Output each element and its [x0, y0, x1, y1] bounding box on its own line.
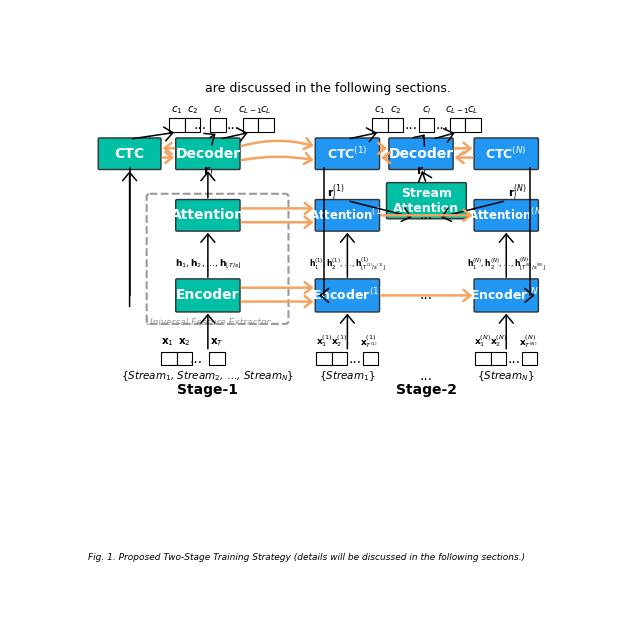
FancyBboxPatch shape: [332, 351, 348, 365]
Text: Attention$^{(1)}$: Attention$^{(1)}$: [310, 208, 385, 223]
FancyBboxPatch shape: [474, 199, 538, 231]
Text: ...: ...: [435, 118, 449, 132]
FancyBboxPatch shape: [161, 351, 177, 365]
Text: $c_l$: $c_l$: [213, 104, 223, 116]
Text: ...: ...: [420, 369, 433, 383]
Text: $\mathbf{x}_1^{(N)}$: $\mathbf{x}_1^{(N)}$: [474, 334, 492, 349]
Text: $c_2$: $c_2$: [187, 104, 198, 116]
Text: $\mathbf{x}_T$: $\mathbf{x}_T$: [211, 335, 224, 348]
Text: $\mathbf{r}_l^{(N)}$: $\mathbf{r}_l^{(N)}$: [508, 182, 527, 203]
Text: $\mathbf{x}_2^{(1)}$: $\mathbf{x}_2^{(1)}$: [332, 334, 348, 349]
FancyBboxPatch shape: [209, 351, 225, 365]
Text: $c_2$: $c_2$: [390, 104, 401, 116]
FancyBboxPatch shape: [176, 138, 240, 170]
Text: $c_l$: $c_l$: [422, 104, 431, 116]
FancyBboxPatch shape: [465, 118, 481, 132]
FancyBboxPatch shape: [316, 351, 332, 365]
FancyBboxPatch shape: [176, 279, 240, 312]
Text: $\mathbf{x}_{T^{(N)}}^{(N)}$: $\mathbf{x}_{T^{(N)}}^{(N)}$: [518, 334, 537, 350]
FancyBboxPatch shape: [316, 199, 380, 231]
Text: $\mathbf{x}_2$: $\mathbf{x}_2$: [179, 335, 191, 348]
Text: CTC$^{(1)}$: CTC$^{(1)}$: [327, 146, 368, 161]
FancyBboxPatch shape: [259, 118, 274, 132]
FancyBboxPatch shape: [210, 118, 226, 132]
FancyBboxPatch shape: [476, 351, 491, 365]
FancyBboxPatch shape: [491, 351, 506, 365]
Text: ...: ...: [349, 351, 362, 365]
Text: ...: ...: [189, 351, 203, 365]
FancyBboxPatch shape: [316, 138, 380, 170]
Text: $c_L$: $c_L$: [467, 104, 479, 116]
Text: $c_1$: $c_1$: [171, 104, 182, 116]
Text: $\{$Stream$_1$, Stream$_2$, $\ldots$, Stream$_N\}$: $\{$Stream$_1$, Stream$_2$, $\ldots$, St…: [121, 369, 294, 383]
Text: $\mathbf{r}_l^{(1)}$: $\mathbf{r}_l^{(1)}$: [327, 182, 345, 203]
Text: $\mathbf{x}_2^{(N)}$: $\mathbf{x}_2^{(N)}$: [490, 334, 507, 349]
FancyBboxPatch shape: [316, 279, 380, 312]
Text: ...: ...: [227, 118, 240, 132]
Text: $\mathbf{x}_{T^{(1)}}^{(1)}$: $\mathbf{x}_{T^{(1)}}^{(1)}$: [360, 334, 378, 350]
FancyBboxPatch shape: [522, 351, 537, 365]
FancyBboxPatch shape: [169, 118, 184, 132]
FancyBboxPatch shape: [363, 351, 378, 365]
Text: $\mathbf{h}_1^{(N)},\mathbf{h}_2^{(N)},\ldots,\mathbf{h}_{\lfloor T^{(N)}/s^{(N): $\mathbf{h}_1^{(N)},\mathbf{h}_2^{(N)},\…: [467, 256, 546, 273]
Text: $c_1$: $c_1$: [374, 104, 386, 116]
Text: CTC: CTC: [115, 147, 145, 161]
Text: Stream
Attention: Stream Attention: [394, 187, 460, 215]
FancyBboxPatch shape: [389, 138, 453, 170]
Text: $\{$Stream$_1\}$: $\{$Stream$_1\}$: [319, 369, 376, 383]
Text: Encoder: Encoder: [176, 289, 239, 303]
Text: $\mathbf{h}_1, \mathbf{h}_2, \ldots, \mathbf{h}_{\lfloor T/s\rfloor}$: $\mathbf{h}_1, \mathbf{h}_2, \ldots, \ma…: [175, 258, 241, 272]
Text: ...: ...: [404, 118, 417, 132]
Text: $c_{L-1}$: $c_{L-1}$: [238, 104, 263, 116]
Text: Encoder$^{(N)}$: Encoder$^{(N)}$: [470, 287, 542, 303]
Text: Stage-2: Stage-2: [396, 383, 457, 397]
Text: $\{$Stream$_N\}$: $\{$Stream$_N\}$: [477, 369, 535, 383]
Text: Decoder: Decoder: [175, 147, 241, 161]
FancyBboxPatch shape: [372, 118, 388, 132]
Text: Universal Feature Extractor: Universal Feature Extractor: [146, 318, 270, 327]
FancyBboxPatch shape: [387, 182, 467, 219]
Text: ...: ...: [420, 208, 433, 222]
Text: $\mathbf{h}_1^{(1)},\mathbf{h}_2^{(1)},\ldots,\mathbf{h}_{\lfloor T^{(1)}/s^{(1): $\mathbf{h}_1^{(1)},\mathbf{h}_2^{(1)},\…: [309, 256, 386, 273]
Text: $c_{L-1}$: $c_{L-1}$: [445, 104, 470, 116]
Text: $\mathbf{x}_1^{(1)}$: $\mathbf{x}_1^{(1)}$: [316, 334, 332, 349]
Text: Fig. 1. Proposed Two-Stage Training Strategy (details will be discussed in the f: Fig. 1. Proposed Two-Stage Training Stra…: [88, 553, 525, 561]
FancyBboxPatch shape: [243, 118, 259, 132]
Text: ...: ...: [420, 289, 433, 303]
Text: $\mathbf{x}_1$: $\mathbf{x}_1$: [161, 335, 174, 348]
Text: Attention: Attention: [171, 208, 245, 222]
FancyBboxPatch shape: [184, 118, 200, 132]
FancyBboxPatch shape: [388, 118, 403, 132]
FancyBboxPatch shape: [474, 138, 538, 170]
FancyBboxPatch shape: [419, 118, 434, 132]
Text: $c_L$: $c_L$: [260, 104, 271, 116]
Text: Decoder: Decoder: [388, 147, 454, 161]
Text: $\mathbf{r}_l$: $\mathbf{r}_l$: [202, 165, 213, 179]
FancyBboxPatch shape: [474, 279, 538, 312]
FancyBboxPatch shape: [177, 351, 193, 365]
Text: $\mathbf{r}_l$: $\mathbf{r}_l$: [415, 165, 426, 179]
Text: Encoder$^{(1)}$: Encoder$^{(1)}$: [312, 287, 383, 303]
Text: ...: ...: [508, 351, 520, 365]
FancyBboxPatch shape: [176, 199, 240, 231]
FancyBboxPatch shape: [450, 118, 465, 132]
Text: are discussed in the following sections.: are discussed in the following sections.: [205, 82, 451, 95]
Text: CTC$^{(N)}$: CTC$^{(N)}$: [485, 146, 527, 161]
Text: ...: ...: [193, 118, 207, 132]
Text: Attention$^{(N)}$: Attention$^{(N)}$: [468, 208, 545, 223]
Text: Stage-1: Stage-1: [177, 383, 238, 397]
FancyBboxPatch shape: [98, 138, 161, 170]
